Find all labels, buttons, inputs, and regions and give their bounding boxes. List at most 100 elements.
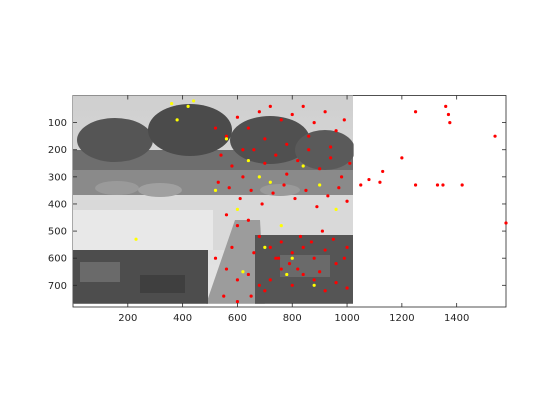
- data-point-red-95: [230, 245, 234, 249]
- data-point-red-34: [285, 172, 289, 176]
- data-point-red-38: [329, 156, 333, 160]
- data-point-red-59: [279, 240, 283, 244]
- data-point-red-26: [334, 129, 338, 133]
- data-point-red-82: [263, 289, 267, 293]
- data-point-red-1: [367, 177, 371, 182]
- data-point-yellow-13: [290, 256, 294, 260]
- data-point-red-21: [279, 118, 283, 122]
- y-tick-label: 700: [48, 281, 67, 292]
- data-point-red-16: [224, 134, 229, 138]
- data-point-red-32: [263, 161, 267, 165]
- data-point-red-9: [444, 104, 448, 108]
- data-point-red-56: [246, 218, 250, 222]
- data-point-red-12: [460, 183, 464, 187]
- data-point-red-47: [282, 183, 286, 187]
- data-point-yellow-15: [334, 207, 338, 211]
- data-point-red-81: [249, 294, 253, 298]
- x-tick-label: 800: [283, 313, 302, 324]
- data-point-red-35: [296, 158, 300, 163]
- data-point-yellow-14: [312, 283, 316, 287]
- x-tick-label: 600: [228, 313, 247, 324]
- data-point-red-42: [227, 186, 231, 190]
- data-point-red-4: [400, 156, 404, 160]
- y-tick-label: 300: [48, 172, 67, 183]
- x-tick-label: 200: [118, 313, 137, 324]
- data-point-red-92: [285, 142, 289, 146]
- data-point-red-29: [230, 164, 234, 168]
- data-point-red-61: [301, 245, 305, 249]
- data-point-red-50: [315, 205, 319, 209]
- data-point-red-48: [293, 196, 297, 201]
- data-point-red-19: [257, 110, 261, 114]
- data-point-yellow-7: [257, 175, 261, 179]
- data-point-red-40: [348, 161, 352, 165]
- data-point-red-37: [318, 167, 322, 171]
- data-point-red-18: [246, 126, 250, 130]
- data-point-red-54: [224, 213, 229, 217]
- data-point-red-0: [359, 183, 363, 187]
- data-point-yellow-18: [285, 272, 289, 277]
- data-point-red-28: [219, 153, 223, 157]
- data-point-red-87: [320, 229, 324, 233]
- data-point-yellow-0: [170, 102, 174, 106]
- data-point-red-96: [252, 251, 256, 255]
- data-point-red-98: [296, 267, 300, 271]
- data-point-red-76: [323, 289, 327, 293]
- data-point-red-79: [222, 294, 226, 298]
- data-point-red-58: [268, 245, 272, 249]
- x-tick-label: 1200: [389, 313, 414, 324]
- x-tick-label: 400: [173, 313, 192, 324]
- data-point-red-8: [441, 183, 445, 187]
- data-point-red-7: [435, 183, 440, 187]
- data-point-red-15: [213, 126, 218, 130]
- data-point-red-62: [312, 256, 316, 260]
- data-point-red-77: [334, 280, 338, 285]
- data-point-red-44: [249, 188, 253, 193]
- data-point-red-23: [301, 104, 305, 108]
- data-point-red-36: [307, 148, 311, 152]
- data-point-red-90: [241, 148, 245, 152]
- data-point-red-88: [331, 237, 335, 241]
- data-point-yellow-16: [241, 270, 245, 274]
- data-point-red-85: [298, 234, 303, 239]
- data-point-red-46: [271, 191, 275, 195]
- data-point-red-22: [290, 112, 294, 117]
- data-point-red-39: [339, 175, 344, 179]
- data-point-yellow-17: [263, 245, 267, 249]
- data-point-red-25: [323, 110, 327, 114]
- axis-ticks: 200 400 600 800 1000 1200 1400 100 200 300 400 500 6…: [48, 95, 506, 324]
- data-point-red-43: [238, 196, 242, 201]
- data-point-yellow-5: [213, 188, 218, 193]
- data-point-red-27: [342, 118, 346, 122]
- data-point-red-11: [448, 121, 452, 125]
- data-point-red-2: [378, 180, 382, 184]
- data-point-red-84: [287, 262, 292, 266]
- data-point-red-99: [318, 270, 322, 274]
- data-point-red-67: [224, 267, 229, 271]
- data-point-red-63: [323, 248, 327, 252]
- data-point-red-17: [235, 115, 240, 119]
- data-point-red-33: [274, 153, 278, 157]
- data-point-yellow-3: [175, 118, 179, 122]
- y-tick-label: 100: [48, 118, 67, 129]
- data-point-red-97: [274, 256, 278, 260]
- data-point-red-65: [345, 245, 349, 249]
- data-point-red-52: [337, 186, 341, 190]
- data-point-red-55: [235, 224, 240, 228]
- data-point-yellow-4: [134, 237, 138, 241]
- data-point-yellow-8: [279, 224, 283, 228]
- data-point-yellow-10: [224, 137, 229, 141]
- data-point-red-30: [241, 175, 245, 179]
- data-point-red-5: [413, 110, 418, 114]
- data-point-red-72: [279, 267, 283, 271]
- data-point-red-70: [257, 283, 261, 287]
- data-point-red-31: [252, 148, 256, 152]
- data-point-red-91: [263, 137, 267, 141]
- data-point-red-83: [276, 256, 281, 260]
- data-point-yellow-9: [301, 164, 305, 168]
- data-point-red-75: [312, 278, 316, 282]
- data-point-red-64: [334, 262, 338, 266]
- background-photo: [73, 95, 354, 304]
- data-point-red-71: [268, 278, 272, 282]
